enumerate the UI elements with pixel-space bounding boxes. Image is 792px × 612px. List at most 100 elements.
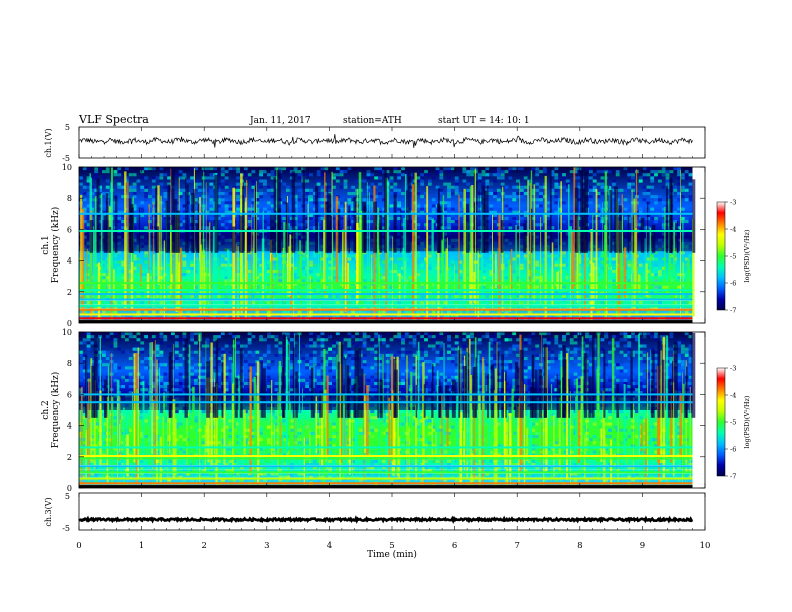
spectrogram-cell [550,192,555,196]
sferic-streak [473,272,476,304]
spectrogram-gap [665,186,668,253]
spectrogram-cell [650,207,655,211]
spectrogram-cell [673,185,678,189]
spectrogram-cell [592,179,597,183]
spectrogram-cell [654,251,658,255]
spectrogram-cell [289,357,294,361]
spectrogram-cell [669,170,674,174]
spectrogram-cell [454,478,459,482]
spectrogram-cell [554,301,559,305]
sferic-streak [237,246,239,318]
spectrogram-cell [531,198,536,202]
spectrogram-cell [190,266,194,270]
spectrogram-cell [305,198,309,202]
spectrogram-cell [516,257,520,261]
spectrogram-cell [631,266,635,270]
sferic-streak [211,221,213,319]
sferic-streak [454,264,455,297]
spectrogram-cell [197,182,202,186]
spectrogram-cell [389,216,394,220]
spectrogram-cell [366,176,371,180]
spectrogram-cell [381,170,386,174]
spectrogram-cell [301,254,306,258]
spectrogram-cell [627,266,632,270]
spectrogram-cell [447,226,451,230]
spectrogram-cell [278,167,283,171]
spectrogram-cell [98,188,102,192]
spectrogram-cell [293,170,298,174]
spectrogram-cell [102,260,106,264]
spectrogram-cell [347,192,352,196]
spectrogram-cell [420,176,424,180]
spectrogram-cell [117,182,122,186]
sferic-streak [165,202,168,304]
spectrogram-cell [332,266,336,270]
spectrogram-gap [483,190,487,253]
spectrogram-cell [378,176,382,180]
sferic-streak [296,195,298,308]
spectrogram-cell [554,413,559,417]
spectrogram-cell [293,276,298,280]
spectrogram-cell [305,416,309,420]
spectrogram-cell [247,176,252,180]
sferic-streak [540,216,542,304]
spectrogram-cell [381,273,386,277]
spectrogram-cell [500,182,505,186]
spectrogram-cell [596,195,601,199]
spectrogram-cell [665,276,670,280]
spectrogram-cell [600,176,605,180]
sferic-streak [405,174,407,307]
spectrogram-cell [661,257,666,261]
spectrogram-cell [389,257,394,261]
spectrogram-cell [673,294,678,298]
spectrogram-cell [381,226,386,230]
spectrogram-cell [646,263,651,267]
spectrogram-gap [692,179,696,253]
spectrogram-cell [316,220,321,224]
sferic-streak [346,258,348,315]
spectrogram-cell [638,273,643,277]
spectrogram-cell [608,463,612,467]
spectrogram-cell [190,176,194,180]
spectrogram-cell [228,263,233,267]
sferic-streak [579,226,581,319]
spectrogram-cell [408,294,413,298]
spectrogram-cell [332,216,336,220]
spectrogram-cell [493,276,497,280]
spectrogram-cell [569,220,574,224]
spectrogram-cell [182,450,187,454]
sferic-streak [269,261,273,309]
spectrogram-cell [190,294,194,298]
spectrogram-cell [178,192,183,196]
spectrogram-cell [94,167,99,171]
spectrogram-cell [673,251,678,255]
spectrogram-cell [263,170,267,174]
spectrogram-gap [487,185,489,253]
spectrogram-cell [98,198,102,202]
spectrogram-cell [531,447,536,451]
spectrogram-cell [293,198,298,202]
spectrogram-cell [542,167,547,171]
sferic-streak [148,204,150,308]
spectrogram-cell [140,213,145,217]
spectrogram-cell [631,276,635,280]
spectrogram-cell [374,350,378,354]
spectrogram-cell [316,192,321,196]
spectrogram-cell [477,192,482,196]
spectrogram-cell [328,260,332,264]
spectrogram-cell [312,201,317,205]
spectrogram-cell [263,294,267,298]
spectrogram-cell [128,188,133,192]
sferic-streak [371,254,372,299]
spectrogram-cell [151,192,156,196]
spectrogram-cell [481,173,486,177]
spectrogram-cell [378,170,382,174]
spectrogram-cell [596,273,601,277]
sferic-streak [458,194,460,290]
spectrogram-cell [266,294,271,298]
spectrogram-cell [305,444,309,448]
spectrogram-cell [573,276,578,280]
spectrogram-cell [550,338,555,342]
spectrogram-cell [627,263,632,267]
spectrogram-cell [339,276,344,280]
